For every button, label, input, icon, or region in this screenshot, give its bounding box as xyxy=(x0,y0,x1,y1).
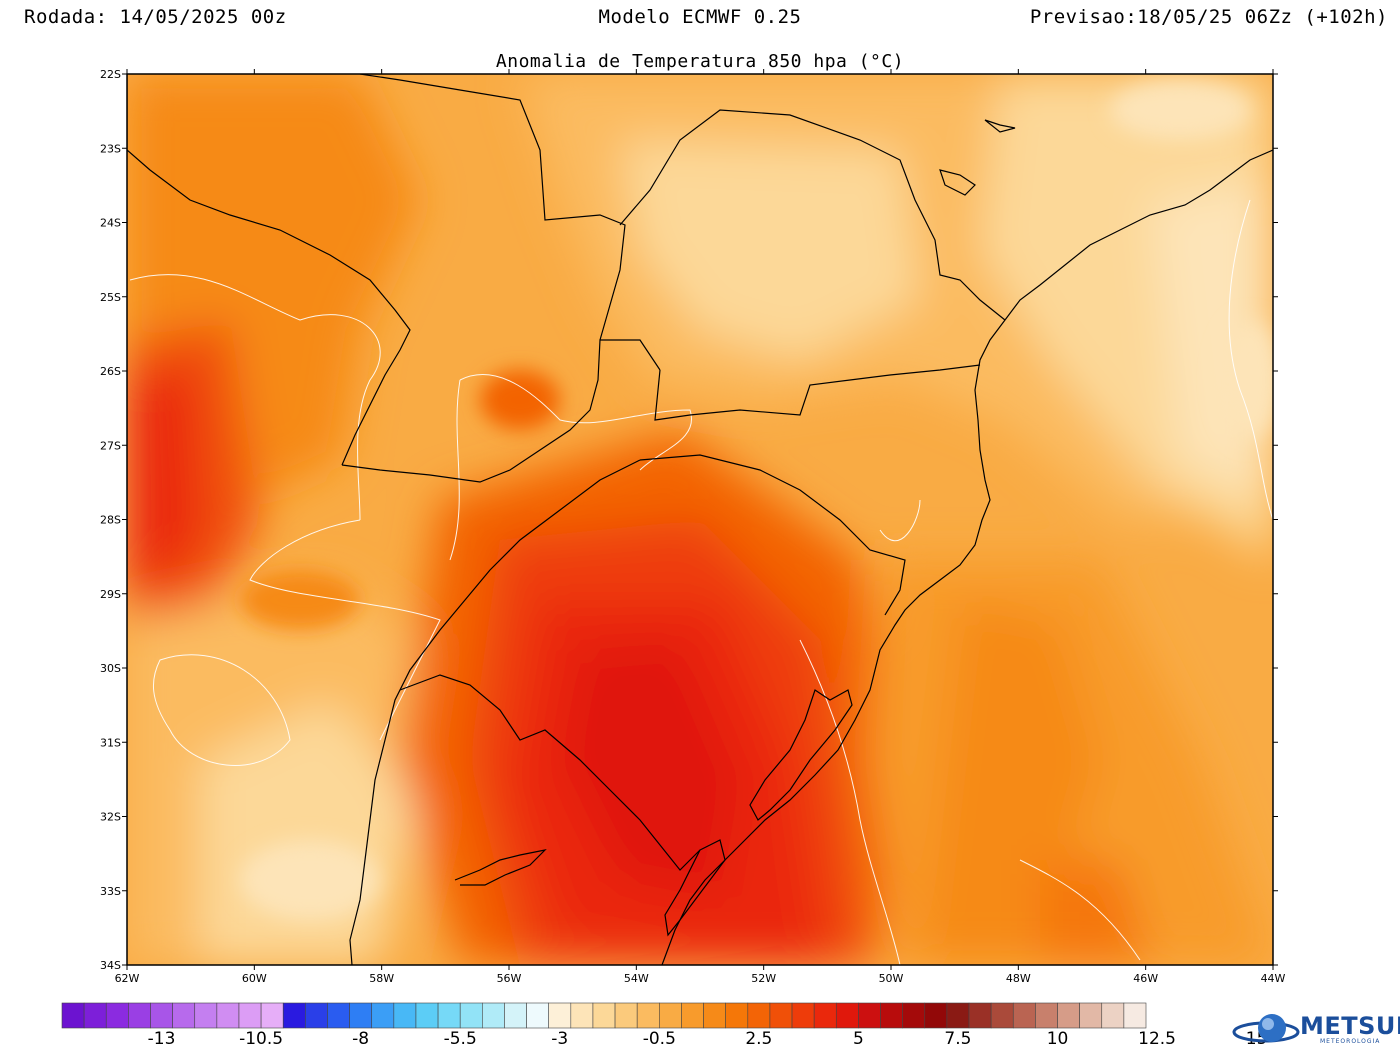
legend-label: 2.5 xyxy=(745,1029,772,1049)
legend-color-box xyxy=(990,1002,1014,1029)
legend-label: 7.5 xyxy=(944,1029,971,1049)
legend-label: -3 xyxy=(551,1029,568,1049)
globe-icon xyxy=(1232,1014,1300,1043)
legend-color-box xyxy=(1079,1002,1103,1029)
legend-color-box xyxy=(349,1002,373,1029)
legend-color-box xyxy=(1035,1002,1058,1029)
lon-tick-label: 44W xyxy=(1261,972,1286,985)
map-panel: 22S23S24S25S26S27S28S29S30S31S32S33S34S … xyxy=(100,68,1286,985)
legend-color-box xyxy=(548,1002,572,1029)
legend-color-box xyxy=(725,1002,749,1029)
lat-tick-label: 34S xyxy=(100,959,121,972)
lat-tick-label: 31S xyxy=(100,736,121,749)
lon-tick-label: 52W xyxy=(751,972,776,985)
legend-color-box xyxy=(902,1002,926,1029)
legend-label: 12.5 xyxy=(1138,1029,1176,1049)
legend-color-box xyxy=(1057,1002,1080,1029)
model-label: Modelo ECMWF 0.25 xyxy=(598,6,802,28)
legend-color-box xyxy=(61,1002,85,1029)
lon-tick-label: 56W xyxy=(497,972,522,985)
legend-label: -5.5 xyxy=(444,1029,477,1049)
legend-color-box xyxy=(636,1002,660,1029)
legend-color-box xyxy=(1123,1002,1147,1029)
legend-color-box xyxy=(437,1002,461,1029)
legend-color-box xyxy=(216,1002,240,1029)
lat-tick-label: 32S xyxy=(100,811,121,824)
legend-label: 10 xyxy=(1047,1029,1069,1049)
legend-label: -0.5 xyxy=(643,1029,676,1049)
legend-color-box xyxy=(83,1002,107,1029)
legend-color-box xyxy=(747,1002,771,1029)
map-title: Anomalia de Temperatura 850 hpa (°C) xyxy=(495,51,905,72)
legend-color-box xyxy=(968,1002,992,1029)
legend-color-box xyxy=(282,1002,306,1029)
color-scale-legend: -13 -10.5 -8 -5.5 -3 -0.5 2.5 5 7.5 10 12.5 15 xyxy=(61,1002,1267,1049)
legend-color-box xyxy=(526,1002,549,1029)
temperature-anomaly-field xyxy=(127,74,1273,965)
legend-color-box xyxy=(924,1002,948,1029)
lat-tick-label: 23S xyxy=(100,142,121,155)
legend-color-box xyxy=(703,1002,726,1029)
legend-color-box xyxy=(880,1002,903,1029)
legend-color-box xyxy=(504,1002,527,1029)
legend-color-box xyxy=(172,1002,196,1029)
lon-tick-label: 58W xyxy=(369,972,394,985)
legend-color-box xyxy=(1101,1002,1125,1029)
legend-label: -13 xyxy=(148,1029,176,1049)
legend-color-box xyxy=(305,1002,328,1029)
legend-color-box xyxy=(659,1002,682,1029)
lon-tick-label: 50W xyxy=(879,972,904,985)
legend-color-box xyxy=(813,1002,837,1029)
lon-tick-label: 60W xyxy=(242,972,267,985)
lon-tick-label: 48W xyxy=(1006,972,1031,985)
lon-tick-label: 62W xyxy=(115,972,140,985)
legend-color-box xyxy=(570,1002,594,1029)
legend-color-box xyxy=(592,1002,616,1029)
lat-tick-label: 25S xyxy=(100,291,121,304)
longitude-axis: 62W 60W 58W 56W 54W 52W 50W 48W 46W 44W xyxy=(115,69,1286,985)
metsul-logo: METSUL METEOROLOGIA xyxy=(1232,1006,1400,1052)
legend-color-box xyxy=(946,1002,970,1029)
legend-color-box xyxy=(459,1002,483,1029)
legend-color-box xyxy=(238,1002,262,1029)
legend-color-box xyxy=(327,1002,350,1029)
legend-color-box xyxy=(791,1002,815,1029)
legend-label: 5 xyxy=(853,1029,864,1049)
legend-color-box xyxy=(858,1002,881,1029)
lat-tick-label: 30S xyxy=(100,662,121,675)
legend-color-box xyxy=(1012,1002,1036,1029)
lat-tick-label: 24S xyxy=(100,217,121,230)
legend-color-box xyxy=(260,1002,284,1029)
legend-color-box xyxy=(371,1002,395,1029)
legend-color-box xyxy=(769,1002,793,1029)
legend-color-box xyxy=(415,1002,439,1029)
lat-tick-label: 29S xyxy=(100,588,121,601)
lat-tick-label: 26S xyxy=(100,365,121,378)
legend-color-box xyxy=(194,1002,218,1029)
lat-tick-label: 27S xyxy=(100,439,121,452)
lat-tick-label: 33S xyxy=(100,885,121,898)
legend-color-box xyxy=(835,1002,859,1029)
legend-color-box xyxy=(393,1002,417,1029)
legend-color-box xyxy=(681,1002,704,1029)
legend-color-box xyxy=(482,1002,505,1029)
legend-color-box xyxy=(150,1002,173,1029)
latitude-axis: 22S 23S 24S 25S 26S 27S 28S 29S 30S 31S 32S 33S 34S xyxy=(100,68,1278,972)
legend-color-box xyxy=(128,1002,151,1029)
legend-color-box xyxy=(105,1002,129,1029)
lon-tick-label: 46W xyxy=(1133,972,1158,985)
legend-label: -8 xyxy=(352,1029,369,1049)
lat-tick-label: 28S xyxy=(100,514,121,527)
lon-tick-label: 54W xyxy=(624,972,649,985)
lat-tick-label: 22S xyxy=(100,68,121,81)
forecast-label: Previsao:18/05/25 06Zz (+102h) xyxy=(1029,6,1388,28)
legend-color-box xyxy=(614,1002,638,1029)
run-label: Rodada: 14/05/2025 00z xyxy=(24,6,287,28)
legend-label: -10.5 xyxy=(239,1029,283,1049)
